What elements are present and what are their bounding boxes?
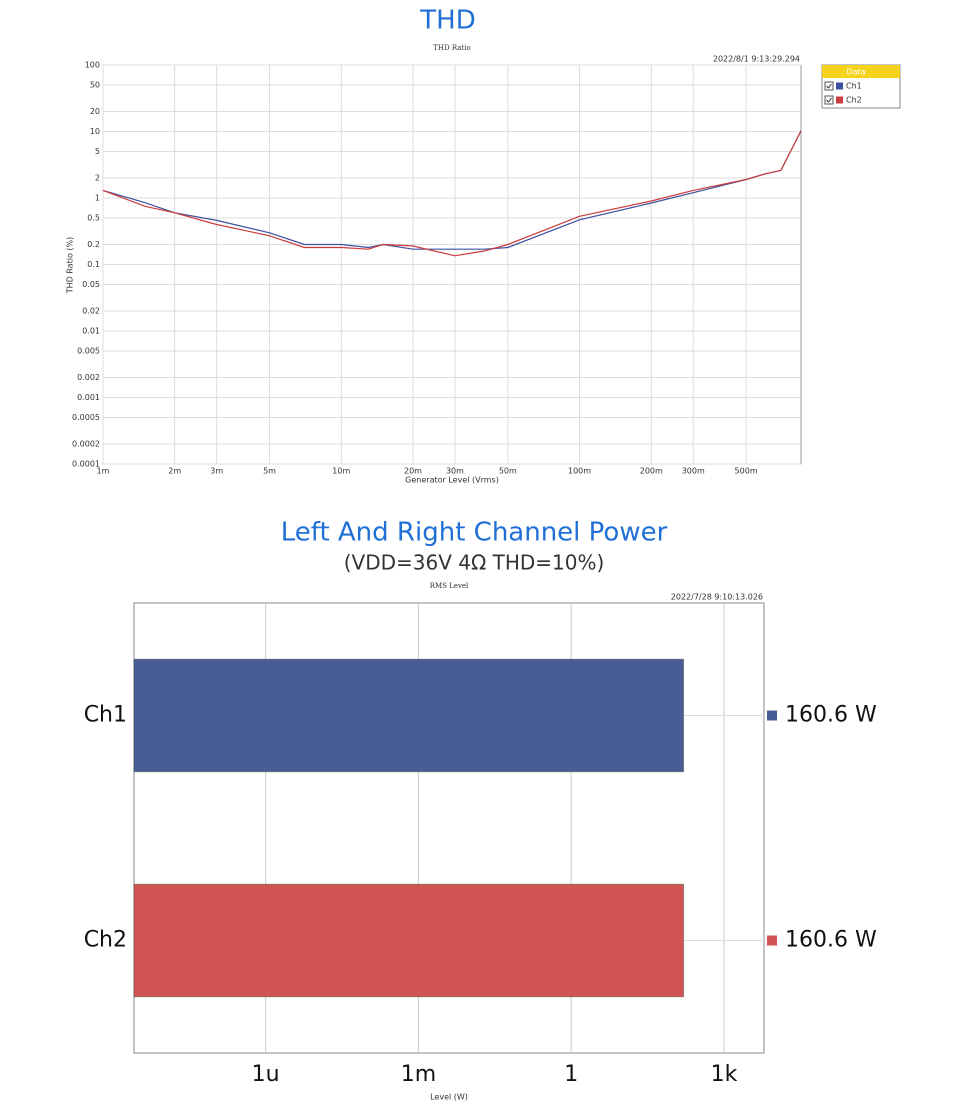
x-tick-label: 300m [682,467,705,476]
timestamp: 2022/7/28 9:10:13.026 [671,593,763,602]
heading: THD [419,6,475,36]
y-tick-label: 0.0002 [72,439,100,448]
x-tick-label: 5m [263,467,276,476]
y-tick-label: 0.002 [77,373,100,382]
x-tick-label: 10m [332,467,350,476]
y-tick-label: 20 [90,107,100,116]
legend-checkbox [824,95,834,105]
bar [133,883,685,998]
y-tick-label: 5 [95,147,100,156]
subtitle: (VDD=36V 4Ω THD=10%) [344,551,605,575]
x-axis-label: Level (W) [430,1093,468,1102]
y-tick-label: 0.0001 [72,460,100,469]
value-label: 160.6 W [785,928,877,953]
y-tick-label: 0.1 [87,260,100,269]
x-tick-label: 30m [446,467,464,476]
legend-label: Ch2 [846,96,862,105]
x-tick-label: 2m [168,467,181,476]
category-label: Ch1 [84,703,127,728]
y-tick-label: 50 [90,81,100,90]
value-swatch [767,935,777,946]
x-tick-label: 20m [404,467,422,476]
x-tick-label: 200m [640,467,663,476]
legend-checkbox [824,81,834,91]
y-tick-label: 10 [90,127,100,136]
y-tick-label: 0.005 [77,347,100,356]
category-label: Ch2 [84,928,127,953]
y-tick-label: 100 [85,61,100,70]
y-tick-label: 0.2 [87,240,100,249]
x-axis-label: Generator Level (Vrms) [405,476,499,485]
x-tick-label: 1u [252,1062,280,1087]
x-tick-label: 1 [564,1062,578,1087]
x-tick-label: 500m [735,467,758,476]
legend-check [826,83,832,89]
value-swatch [767,710,777,721]
legend-swatch [836,82,843,90]
y-tick-label: 0.01 [82,327,100,336]
x-tick-label: 1m [97,467,110,476]
x-tick-label: 50m [499,467,517,476]
chart-title: RMS Level [430,582,469,590]
value-label: 160.6 W [785,703,877,728]
legend-swatch [836,96,843,104]
heading: Left And Right Channel Power [281,518,668,548]
chart-title: THD Ratio [433,44,470,52]
legend-check [826,97,832,103]
legend: Data Ch1 Ch2 [821,64,901,109]
bar [133,658,685,773]
y-tick-label: 1 [95,194,100,203]
y-tick-label: 2 [95,173,100,182]
timestamp: 2022/8/1 9:13:29.294 [713,55,800,64]
x-tick-label: 1k [711,1062,738,1087]
x-tick-label: 3m [210,467,223,476]
y-tick-label: 0.001 [77,393,100,402]
legend-title: Data [846,68,865,77]
y-tick-label: 0.02 [82,306,100,315]
x-tick-label: 1m [401,1062,436,1087]
y-axis-label: THD Ratio (%) [66,237,75,295]
x-tick-label: 100m [568,467,591,476]
legend-header [822,65,900,78]
y-tick-label: 0.05 [82,280,100,289]
legend-label: Ch1 [846,82,862,91]
series-line [102,130,802,257]
y-tick-label: 0.0005 [72,413,100,422]
y-tick-label: 0.5 [87,214,100,223]
